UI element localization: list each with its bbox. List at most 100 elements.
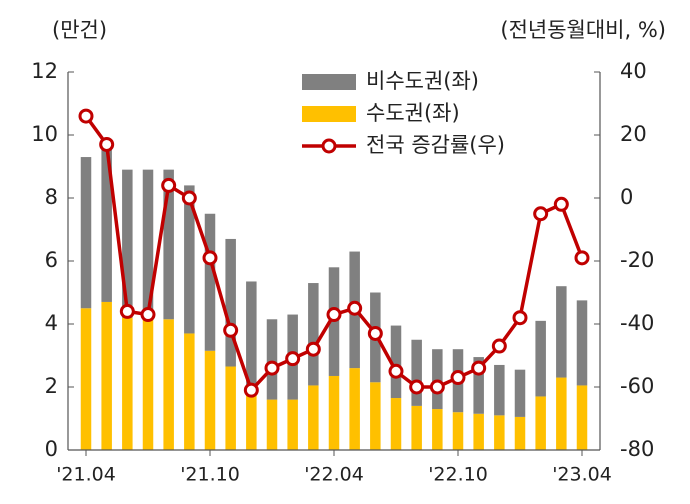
bar-metro	[101, 301, 112, 450]
bar-metro	[370, 382, 381, 450]
bar-metro	[225, 366, 236, 450]
bar-non-metro	[432, 349, 443, 410]
growth-rate-marker	[285, 351, 301, 367]
right-tick-label: -40	[620, 311, 654, 335]
bar-metro	[163, 319, 174, 450]
x-tick-label: '21.04	[56, 464, 116, 486]
x-tick-label: '22.04	[304, 464, 364, 486]
bar-metro	[184, 333, 195, 450]
bar-metro	[246, 393, 257, 450]
growth-rate-marker	[574, 250, 590, 266]
bar-non-metro	[266, 319, 278, 400]
bar-metro	[142, 317, 154, 450]
left-axis-unit: (만건)	[52, 18, 108, 42]
bar-non-metro	[184, 185, 195, 334]
bar-non-metro	[225, 238, 236, 367]
bar-non-metro	[101, 144, 112, 302]
bar-metro	[494, 415, 505, 450]
bar-metro	[473, 413, 484, 450]
bar-non-metro	[308, 283, 319, 386]
bar-metro	[535, 396, 546, 450]
bar-metro	[122, 317, 133, 450]
legend-swatch	[302, 74, 356, 90]
bar-metro	[556, 377, 567, 450]
right-tick-label: 0	[620, 185, 633, 209]
growth-rate-marker	[119, 303, 135, 319]
bar-metro	[576, 385, 588, 450]
growth-rate-marker	[78, 108, 94, 124]
left-tick-label: 0	[45, 437, 58, 461]
growth-rate-marker	[450, 370, 466, 386]
left-tick-label: 10	[31, 122, 58, 146]
bar-metro	[452, 412, 464, 450]
growth-rate-marker	[409, 379, 425, 395]
legend-label: 수도권(좌)	[366, 101, 460, 125]
growth-rate-marker	[243, 382, 259, 398]
growth-rate-marker	[367, 325, 383, 341]
bar-metro	[514, 416, 526, 450]
legend: 비수도권(좌) 수도권(좌) 전국 증감률(우)	[302, 69, 505, 157]
right-axis-unit: (전년동월대비, %)	[500, 18, 666, 42]
legend-swatch-marker	[321, 138, 337, 154]
growth-rate-marker	[347, 300, 363, 316]
bar-metro	[432, 409, 443, 450]
x-tick-label: '23.04	[552, 464, 612, 486]
right-tick-label: 40	[620, 59, 647, 83]
growth-rate-marker	[181, 190, 197, 206]
right-tick-label: -20	[620, 248, 654, 272]
bar-non-metro	[473, 357, 484, 414]
bar-non-metro	[535, 320, 546, 397]
bar-metro	[328, 375, 340, 450]
growth-rate-marker	[264, 360, 280, 376]
bar-metro	[390, 398, 402, 450]
right-tick-label: 20	[620, 122, 647, 146]
growth-rate-marker	[202, 250, 218, 266]
growth-rate-marker	[491, 338, 507, 354]
right-tick-label: -80	[620, 437, 654, 461]
growth-rate-marker	[533, 206, 549, 222]
left-tick-label: 12	[31, 59, 58, 83]
growth-rate-marker	[305, 341, 321, 357]
bar-metro	[411, 405, 422, 450]
legend-swatch	[302, 106, 356, 122]
bars-group	[80, 144, 588, 450]
bar-non-metro	[204, 213, 216, 351]
bar-non-metro	[122, 169, 133, 318]
left-tick-label: 6	[45, 248, 58, 272]
growth-rate-marker	[223, 322, 239, 338]
left-tick-label: 8	[45, 185, 58, 209]
growth-rate-marker	[512, 310, 528, 326]
bar-non-metro	[390, 325, 402, 399]
bar-non-metro	[411, 339, 422, 406]
bar-non-metro	[80, 157, 92, 309]
x-tick-label: '21.10	[180, 464, 240, 486]
growth-rate-marker	[429, 379, 445, 395]
growth-rate-marker	[553, 196, 569, 212]
legend-label: 비수도권(좌)	[366, 69, 479, 93]
left-tick-label: 2	[45, 374, 58, 398]
bar-non-metro	[163, 169, 174, 320]
bar-metro	[204, 350, 216, 450]
bar-non-metro	[246, 281, 257, 394]
bar-non-metro	[514, 369, 526, 417]
growth-rate-marker	[471, 360, 487, 376]
bar-non-metro	[494, 364, 505, 416]
legend-label: 전국 증감률(우)	[366, 133, 505, 157]
x-tick-label: '22.10	[428, 464, 488, 486]
bar-metro	[287, 399, 298, 450]
bar-metro	[266, 399, 278, 450]
growth-rate-marker	[326, 307, 342, 323]
bar-metro	[349, 368, 360, 450]
growth-rate-marker	[140, 307, 156, 323]
growth-rate-marker	[99, 136, 115, 152]
bar-non-metro	[142, 169, 154, 318]
bar-metro	[308, 385, 319, 450]
left-tick-label: 4	[45, 311, 58, 335]
right-tick-label: -60	[620, 374, 654, 398]
bar-non-metro	[576, 300, 588, 386]
growth-rate-marker	[388, 363, 404, 379]
growth-rate-marker	[161, 177, 177, 193]
bar-non-metro	[556, 286, 567, 378]
